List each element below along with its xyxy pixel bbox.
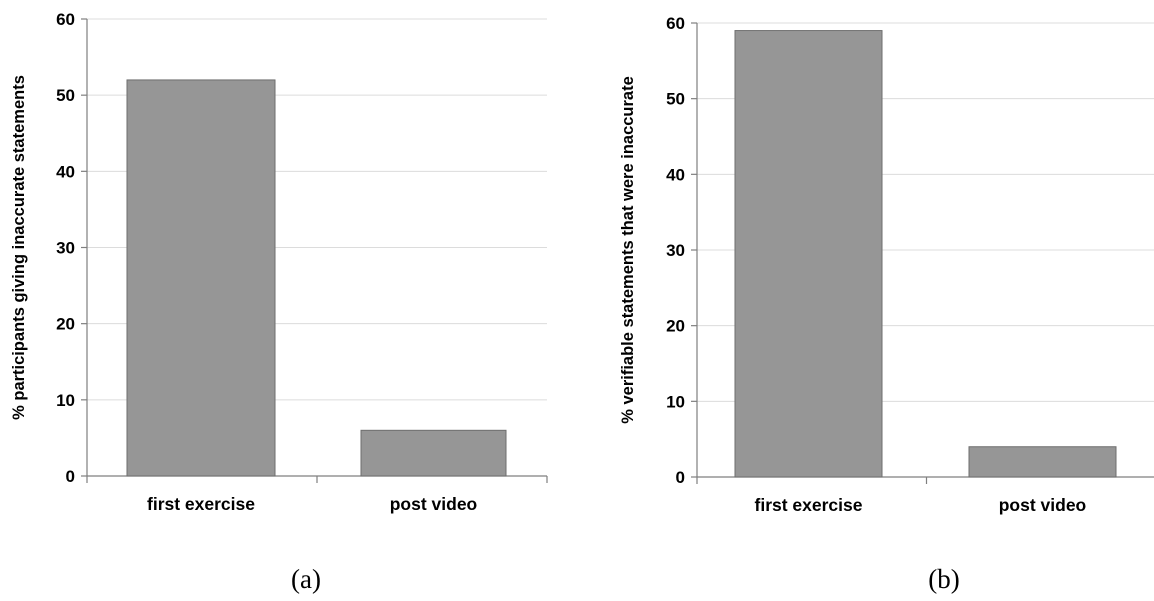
x-tick-label: post video (390, 494, 478, 514)
y-tick-label: 60 (666, 14, 685, 33)
y-tick-label: 20 (56, 315, 75, 334)
chart-caption: (b) (928, 564, 959, 594)
y-tick-label: 40 (666, 165, 685, 184)
chart-a: 0 10 20 30 40 50 60 first exercise post video % p… (10, 10, 548, 594)
y-tick-label: 60 (56, 10, 75, 29)
y-tick-label: 30 (666, 241, 685, 260)
chart-caption: (a) (291, 564, 321, 594)
x-tick-label: first exercise (147, 494, 255, 514)
y-tick-label: 30 (56, 239, 75, 258)
bar-post-video (968, 446, 1117, 478)
y-tick-label: 0 (676, 468, 685, 487)
bar-post-video (360, 429, 507, 477)
y-tick-label: 20 (666, 317, 685, 336)
x-tick-label: post video (999, 495, 1087, 515)
y-axis-label: % verifiable statements that were inaccu… (619, 76, 637, 424)
y-axis-label: % participants giving inaccurate stateme… (10, 75, 28, 420)
chart-b: 0 10 20 30 40 50 60 first exercise post video % v… (619, 14, 1154, 594)
bar-first-exercise (734, 30, 883, 478)
y-tick-label: 50 (666, 90, 685, 109)
y-tick-label: 10 (666, 392, 685, 411)
x-tick-label: first exercise (755, 495, 863, 515)
bar-first-exercise (126, 79, 276, 477)
y-tick-label: 50 (56, 86, 75, 105)
y-tick-label: 10 (56, 391, 75, 410)
y-tick-label: 0 (66, 467, 75, 486)
y-tick-label: 40 (56, 162, 75, 181)
